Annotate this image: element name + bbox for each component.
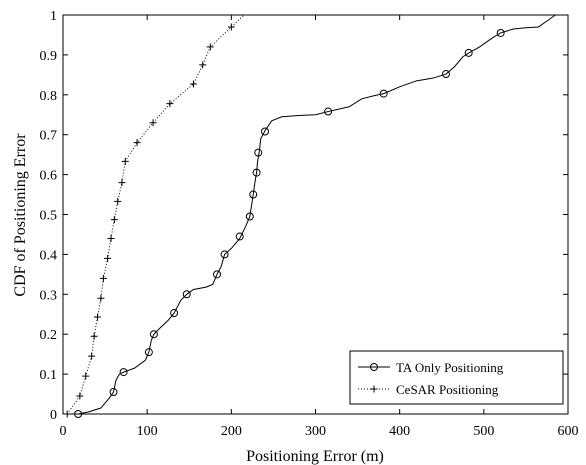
data-point-ta-only bbox=[496, 28, 505, 37]
data-point-cesar bbox=[133, 139, 141, 147]
data-point-cesar bbox=[110, 216, 118, 224]
y-tick-label: 1 bbox=[50, 9, 57, 24]
data-point-ta-only bbox=[109, 388, 118, 397]
data-point-cesar bbox=[118, 179, 126, 187]
y-axis: 0 0.1 0.2 0.3 0.4 0.5 0.6 0.7 0.8 0.9 1 bbox=[40, 9, 568, 423]
data-point-ta-only bbox=[213, 270, 222, 279]
data-point-cesar bbox=[114, 197, 122, 205]
data-point-ta-only bbox=[74, 410, 83, 418]
legend-box bbox=[349, 350, 564, 405]
x-tick-label: 600 bbox=[558, 424, 579, 439]
data-point-ta-only bbox=[144, 348, 153, 357]
data-point-ta-only bbox=[235, 232, 244, 241]
data-point-ta-only bbox=[119, 368, 128, 377]
series-line-ta-only bbox=[78, 14, 556, 415]
y-tick-label: 0.8 bbox=[40, 89, 58, 104]
data-point-cesar bbox=[104, 254, 112, 262]
data-point-cesar bbox=[166, 100, 174, 108]
data-point-cesar bbox=[206, 43, 214, 51]
data-point-cesar bbox=[107, 234, 115, 242]
x-tick-label: 0 bbox=[60, 424, 67, 439]
data-point-ta-only bbox=[252, 168, 261, 177]
data-point-cesar bbox=[199, 61, 207, 69]
x-axis-title: Positioning Error (m) bbox=[246, 448, 384, 465]
data-point-cesar bbox=[82, 372, 90, 380]
data-point-cesar bbox=[99, 274, 107, 282]
x-tick-label: 200 bbox=[221, 424, 242, 439]
x-tick-label: 100 bbox=[137, 424, 158, 439]
y-axis-title: CDF of Positioning Error bbox=[12, 133, 29, 297]
data-point-cesar bbox=[90, 332, 98, 340]
x-tick-label: 500 bbox=[473, 424, 494, 439]
data-point-ta-only bbox=[170, 309, 179, 318]
x-tick-label: 400 bbox=[389, 424, 410, 439]
y-tick-label: 0.1 bbox=[40, 368, 58, 383]
y-tick-label: 0.6 bbox=[40, 169, 58, 184]
data-point-ta-only bbox=[245, 212, 254, 221]
legend-marker-cesar bbox=[370, 385, 378, 393]
legend-label-ta: TA Only Positioning bbox=[396, 360, 504, 375]
data-point-cesar bbox=[227, 23, 235, 31]
data-point-ta-only bbox=[379, 89, 388, 98]
x-tick-label: 300 bbox=[305, 424, 326, 439]
data-point-cesar bbox=[189, 80, 197, 88]
legend-label-cesar: CeSAR Positioning bbox=[396, 382, 499, 397]
y-tick-label: 0.9 bbox=[40, 49, 58, 64]
data-point-cesar bbox=[94, 313, 102, 321]
y-tick-label: 0.7 bbox=[40, 129, 58, 144]
data-point-cesar bbox=[76, 392, 84, 400]
data-point-ta-only bbox=[261, 127, 269, 136]
data-point-cesar bbox=[149, 119, 157, 127]
data-point-ta-only bbox=[254, 148, 263, 157]
data-point-ta-only bbox=[464, 48, 473, 57]
y-tick-label: 0.4 bbox=[40, 248, 58, 263]
y-tick-label: 0 bbox=[50, 408, 57, 423]
y-tick-label: 0.3 bbox=[40, 288, 58, 303]
data-point-cesar bbox=[63, 410, 71, 418]
x-axis: 0 100 200 300 400 500 600 bbox=[60, 15, 579, 439]
y-tick-label: 0.5 bbox=[40, 209, 58, 224]
data-point-ta-only bbox=[182, 290, 191, 299]
data-point-ta-only bbox=[249, 190, 258, 199]
data-point-cesar bbox=[121, 157, 129, 165]
y-tick-label: 0.2 bbox=[40, 328, 58, 343]
data-point-ta-only bbox=[441, 70, 450, 79]
data-point-cesar bbox=[88, 352, 96, 360]
legend: TA Only Positioning CeSAR Positioning bbox=[349, 350, 564, 405]
legend-marker-ta bbox=[370, 363, 378, 371]
series-layer bbox=[63, 14, 556, 418]
data-point-ta-only bbox=[149, 330, 158, 339]
data-point-ta-only bbox=[324, 107, 333, 116]
data-point-ta-only bbox=[220, 250, 229, 259]
data-point-cesar bbox=[97, 294, 105, 302]
